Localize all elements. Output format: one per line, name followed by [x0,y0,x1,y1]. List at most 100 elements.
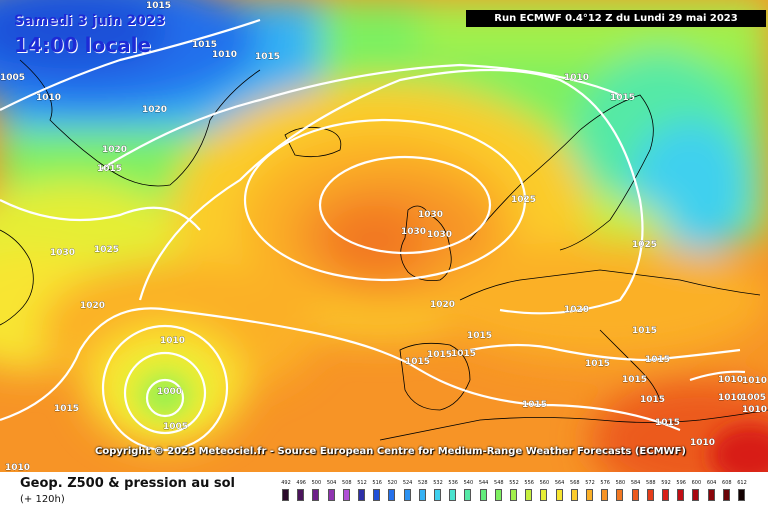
scale-swatch [449,489,457,501]
scale-tick-label: 504 [326,480,337,486]
pressure-label: 1015 [467,331,492,341]
labrador-coast [0,229,34,326]
scale-swatch [327,489,335,501]
iberia-coast [399,342,471,411]
scale-tick-label: 548 [494,480,504,486]
pressure-label: 1015 [255,52,280,62]
pressure-label: 1030 [401,227,426,237]
isobar-1015-south [0,307,681,432]
scale-swatch [418,489,426,501]
scale-tick-label: 544 [478,480,489,486]
scale-swatch [586,489,593,501]
isobar-1030-high [318,155,492,255]
scale-swatch [434,489,441,501]
forecast-date: Samedi 3 juin 2023 [14,13,166,29]
isobar-1010-north [0,18,261,111]
scale-swatch [494,489,502,501]
scale-swatch [297,489,305,501]
pressure-label: 1010 [5,463,30,472]
scale-swatch [373,489,381,501]
scale-swatch [570,489,578,501]
africa-coast [379,409,768,441]
pressure-label: 1005 [0,73,25,83]
europe-coast [459,269,761,301]
pressure-label: 1020 [102,145,127,155]
pressure-label: 1015 [97,164,122,174]
pressure-label: 1020 [142,105,167,115]
isobar-1015-north [99,63,621,171]
pressure-label: 1025 [632,240,657,250]
scale-tick-label: 524 [402,480,413,486]
scale-tick-label: 612 [737,480,747,486]
pressure-label: 1005 [163,422,188,432]
pressure-label: 1015 [640,395,665,405]
scale-swatch [282,489,289,501]
pressure-label: 1015 [54,404,79,414]
scale-swatch [312,489,320,501]
run-info-banner: Run ECMWF 0.4°12 Z du Lundi 29 mai 2023 [466,10,766,27]
scale-swatch [662,489,669,501]
pressure-label: 1010 [160,336,185,346]
isobars [0,18,746,452]
pressure-label: 1015 [451,349,476,359]
pressure-label: 1010 [742,376,767,386]
scale-swatch [464,489,472,501]
pressure-label: 1015 [610,93,635,103]
pressure-label: 1015 [427,350,452,360]
italy-coast [599,329,661,401]
pressure-label: 1015 [405,357,430,367]
scale-tick-label: 568 [570,480,580,486]
scale-tick-label: 584 [630,480,641,486]
scale-swatch [510,489,517,501]
forecast-time: 14:00 locale [14,33,151,57]
scale-swatch [646,489,654,501]
scale-tick-label: 500 [311,480,322,486]
pressure-label: 1010 [742,405,767,415]
scale-swatch [403,489,411,501]
scale-swatch [388,489,396,501]
pressure-label: 1005 [741,393,766,403]
isobar-1025-high [243,118,527,282]
pressure-label: 1010 [36,93,61,103]
scale-swatch [707,489,715,501]
scale-tick-label: 536 [448,480,458,486]
isobar-1020 [138,68,644,315]
pressure-label: 1015 [632,326,657,336]
pressure-label: 1010 [690,438,715,448]
isobar-1010-low [101,324,229,452]
scale-swatch [631,489,639,501]
pressure-label: 1010 [212,50,237,60]
scale-swatch [342,489,350,501]
scale-swatch [525,489,533,501]
iceland-coast [284,126,342,158]
isobar-1005-low [123,351,207,435]
pressure-label: 1030 [418,210,443,220]
scale-tick-label: 576 [600,480,610,486]
scale-tick-label: 492 [281,480,291,486]
scale-tick-label: 588 [646,480,656,486]
pressure-label: 1030 [427,230,452,240]
scale-tick-label: 508 [342,480,352,486]
pressure-label: 1010 [718,375,743,385]
scale-swatch [677,489,685,501]
scale-swatch [555,489,563,501]
british-isles-coast [400,205,452,282]
scale-tick-label: 528 [418,480,428,486]
map-title: Geop. Z500 & pression au sol [20,476,235,491]
pressure-label: 1000 [157,387,182,397]
pressure-label: 1015 [655,418,680,428]
scale-tick-label: 600 [691,480,702,486]
pressure-label: 1015 [146,1,171,11]
scale-tick-label: 556 [524,480,534,486]
scandinavia-coast [469,94,654,251]
scale-swatch [479,489,487,501]
scale-tick-label: 532 [433,480,443,486]
scale-tick-label: 596 [676,480,686,486]
scale-swatch [722,489,730,501]
legend-footer [0,472,768,512]
pressure-label: 1020 [80,301,105,311]
pressure-label: 1015 [645,355,670,365]
scale-tick-label: 496 [296,480,306,486]
scale-tick-label: 540 [463,480,474,486]
scale-tick-label: 604 [706,480,717,486]
